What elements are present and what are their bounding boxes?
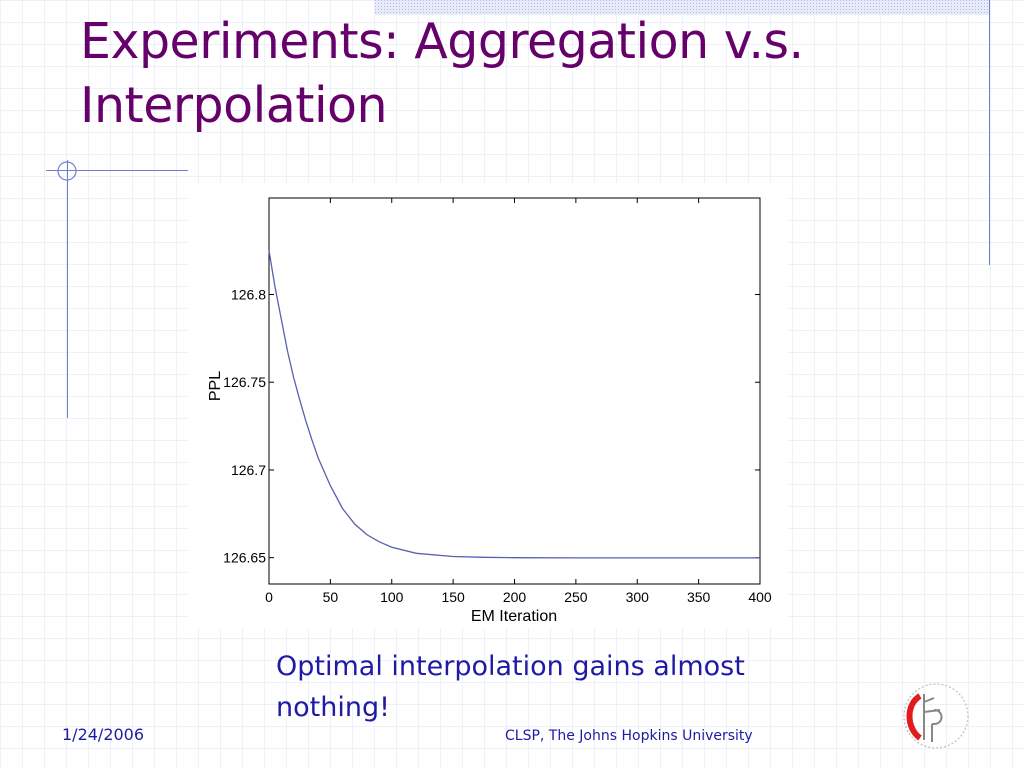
y-tick-label: 126.65 [223, 550, 266, 566]
x-tick-label: 200 [503, 589, 527, 605]
x-tick-label: 350 [687, 589, 711, 605]
x-tick-label: 400 [748, 589, 772, 605]
x-tick-label: 0 [265, 589, 273, 605]
x-axis-label: EM Iteration [471, 608, 557, 625]
caption-text: Optimal interpolation gains almost nothi… [276, 651, 745, 723]
ppl-series-line [268, 250, 760, 559]
y-tick-label: 126.75 [223, 374, 266, 390]
top-decorative-band [375, 0, 990, 15]
title-underline [46, 170, 188, 171]
clsp-logo-icon [903, 683, 969, 749]
x-tick-label: 250 [564, 589, 588, 605]
y-tick-label: 126.7 [231, 462, 266, 478]
x-tick-label: 50 [323, 589, 339, 605]
left-accent-line [67, 160, 68, 418]
ppl-line-chart: 0 50 100 150 200 250 300 350 400 126.65 126.7 126.7… [188, 183, 788, 628]
x-tick-label: 100 [380, 589, 404, 605]
footer-organization: CLSP, The Johns Hopkins University [505, 728, 753, 744]
crosshair-icon [57, 161, 77, 181]
y-axis-label: PPL [207, 371, 224, 401]
x-tick-label: 300 [626, 589, 650, 605]
slide-title: Experiments: Aggregation v.s. Interpolat… [80, 13, 804, 134]
footer-date: 1/24/2006 [62, 725, 145, 744]
y-tick-label: 126.8 [231, 287, 266, 303]
x-tick-label: 150 [441, 589, 465, 605]
right-accent-line [989, 0, 990, 265]
chart-background [188, 183, 788, 628]
